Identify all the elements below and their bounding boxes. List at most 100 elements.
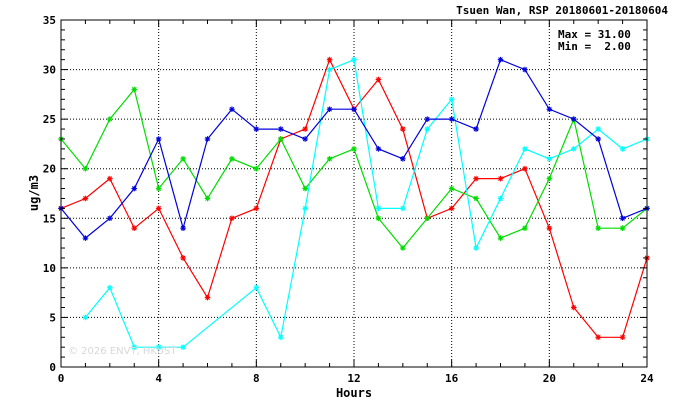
data-point [302,126,308,132]
data-point [619,146,626,152]
min-value-label: Min = 2.00 [558,40,631,53]
data-point [180,255,186,261]
data-point [522,66,528,73]
data-point [448,205,455,212]
data-point [82,165,89,172]
data-point [302,185,308,192]
y-tick-label: 15 [43,212,56,225]
data-point [155,136,162,142]
data-point [107,116,113,122]
data-point [473,175,479,182]
y-tick-label: 30 [43,64,56,77]
data-point [619,225,626,231]
data-point [351,106,357,113]
data-point [424,116,431,122]
data-point [448,116,455,122]
data-point [107,175,113,182]
data-point [595,136,601,142]
data-point [180,156,186,162]
data-point [375,76,382,83]
data-point [473,126,479,132]
data-point [277,126,284,132]
data-point [448,185,455,192]
data-point [155,344,162,350]
data-point [351,146,357,152]
max-value-label: Max = 31.00 [558,28,631,41]
data-point [400,245,406,251]
data-point [253,165,260,172]
x-tick-label: 16 [445,372,459,385]
data-point [619,215,626,222]
data-point [326,106,333,113]
y-tick-label: 20 [43,163,56,176]
y-axis-title: ug/m3 [27,175,41,211]
data-point [131,344,138,350]
data-point [424,215,431,222]
copyright-watermark: © 2026 ENVT, HKUST [68,346,177,357]
x-tick-label: 12 [347,372,360,385]
data-point [326,56,333,63]
data-point [131,86,138,93]
data-point [82,314,89,321]
y-tick-label: 25 [43,113,56,126]
data-point [204,136,211,142]
x-tick-label: 20 [543,372,556,385]
data-point [131,185,138,192]
data-point [546,175,553,182]
y-tick-label: 0 [49,361,56,374]
data-point [595,334,601,341]
data-point [277,334,284,341]
data-point [229,215,235,222]
data-point [400,126,406,132]
data-point [180,344,186,350]
data-point [155,185,162,192]
data-point [400,205,406,212]
data-point [570,116,577,122]
x-axis-title: Hours [336,386,372,400]
data-point [326,156,333,162]
data-point [253,284,260,291]
y-tick-label: 35 [43,14,56,27]
data-point [229,106,235,113]
y-tick-label: 5 [49,311,56,324]
data-point [619,334,626,341]
data-point [522,146,528,152]
data-point [82,195,89,202]
data-point [204,294,211,301]
chart-header-title: Tsuen Wan, RSP 20180601-20180604 [456,4,668,17]
data-point [107,284,113,291]
data-point [107,215,113,222]
data-point [424,126,431,132]
data-point [302,136,308,142]
x-tick-label: 4 [155,372,162,385]
data-point [375,146,382,152]
x-tick-label: 0 [58,372,65,385]
data-point [277,136,284,142]
data-point [375,205,382,212]
data-point [253,126,260,132]
data-point [570,304,577,311]
data-point [326,66,333,73]
data-point [522,225,528,231]
data-point [351,56,357,63]
data-point [155,205,162,212]
data-point [546,156,553,162]
data-point [595,126,601,132]
y-tick-label: 10 [43,262,56,275]
data-point [497,235,504,241]
data-point [473,195,479,202]
data-point [595,225,601,231]
series-line-3 [84,58,648,348]
data-point [302,205,308,212]
data-point [546,225,553,231]
data-point [546,106,553,113]
ticks: 0 4 8 12 16 20 24 0 5 10 15 20 25 30 35 [43,14,654,385]
data-point [497,56,504,63]
data-point [375,215,382,222]
x-tick-label: 8 [253,372,260,385]
data-point [473,245,479,251]
data-point [448,96,455,103]
data-point [497,195,504,202]
data-point [229,156,235,162]
